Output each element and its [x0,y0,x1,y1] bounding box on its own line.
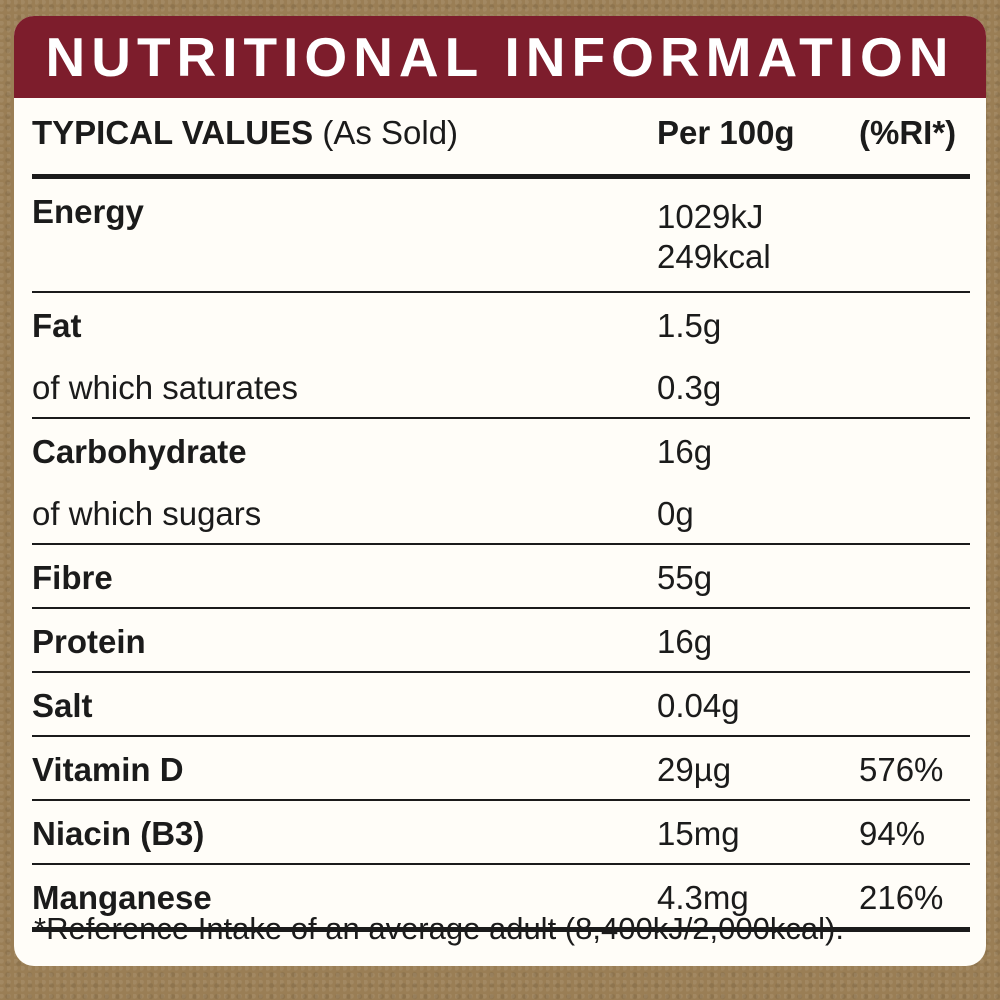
nutrient-value: 16g [657,623,713,660]
table-row-energy: Energy 1029kJ 249kcal [32,179,970,293]
ri-header: (%RI*) [859,114,957,151]
table-row: Protein 16g [32,609,970,673]
table-row: of which saturates 0.3g [32,355,970,419]
table-row: Manganese 4.3mg 216% [32,865,970,932]
nutrient-name: Carbohydrate [32,433,247,470]
nutrient-value: 16g [657,433,713,470]
nutrient-value: 0.04g [657,687,740,724]
footnote: *Reference Intake of an average adult (8… [34,911,844,946]
nutrition-table: TYPICAL VALUES (As Sold) Per 100g (%RI*)… [32,102,970,932]
nutrient-value: 55g [657,559,713,596]
nutrient-ri: 216% [859,879,944,916]
table-row: of which sugars 0g [32,481,970,545]
typical-values-label: TYPICAL VALUES [32,114,314,151]
nutrient-value: 1.5g [657,307,722,344]
table-row: Carbohydrate 16g [32,419,970,481]
nutrition-card: NUTRITIONAL INFORMATION TYPICAL VALUES (… [14,16,986,966]
table-row: Niacin (B3) 15mg 94% [32,801,970,865]
nutrient-value: 29µg [657,751,732,788]
energy-values: 1029kJ 249kcal [657,197,771,277]
nutrient-value: 4.3mg [657,879,749,916]
nutrient-name: Salt [32,687,93,724]
nutrient-name: Vitamin D [32,751,184,788]
table-row: Salt 0.04g [32,673,970,737]
nutrient-name: Energy [32,193,144,230]
nutrient-name: of which sugars [32,495,262,532]
energy-kj: 1029kJ [657,198,764,235]
nutrient-name: Manganese [32,879,212,916]
nutrient-name: Protein [32,623,146,660]
nutrient-ri: 576% [859,751,944,788]
nutrient-value: 0.3g [657,369,722,406]
nutrient-name: Fat [32,307,82,344]
nutrient-name: Fibre [32,559,113,596]
nutrient-value: 15mg [657,815,740,852]
nutrient-value: 0g [657,495,694,532]
typical-values-header: TYPICAL VALUES (As Sold) [32,114,458,152]
nutrient-name: of which saturates [32,369,298,406]
table-header: TYPICAL VALUES (As Sold) Per 100g (%RI*) [32,102,970,179]
table-row: Vitamin D 29µg 576% [32,737,970,801]
title-banner: NUTRITIONAL INFORMATION [14,16,986,98]
page-title: NUTRITIONAL INFORMATION [45,26,955,88]
energy-kcal: 249kcal [657,238,771,275]
as-sold-label: (As Sold) [313,114,459,151]
table-row: Fibre 55g [32,545,970,609]
nutrient-name: Niacin (B3) [32,815,205,852]
nutrient-ri: 94% [859,815,926,852]
per-100g-header: Per 100g [657,114,795,151]
table-row: Fat 1.5g [32,293,970,355]
